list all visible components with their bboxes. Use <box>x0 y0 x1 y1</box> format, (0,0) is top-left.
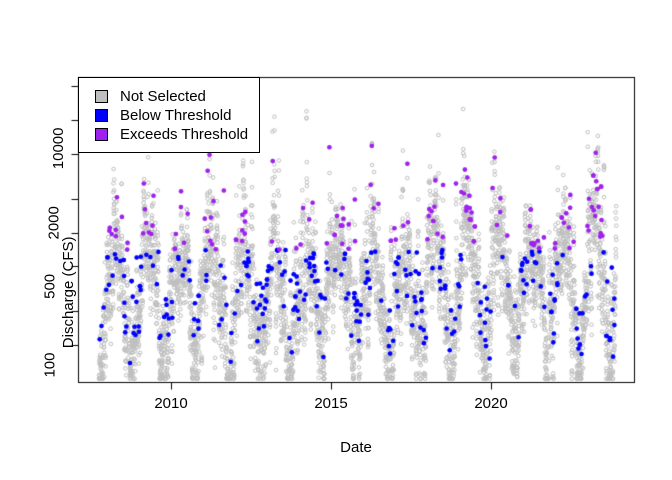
y-tick-label: 10000 <box>49 127 67 170</box>
legend-item-exceeds-threshold: Exceeds Threshold <box>95 125 259 144</box>
legend-swatch-not-selected-icon <box>95 89 108 103</box>
y-axis-title: Discharge (CFS) <box>59 236 77 349</box>
legend-label-below-threshold: Below Threshold <box>120 106 232 124</box>
legend-box: Not Selected Below Threshold Exceeds Thr… <box>78 77 260 153</box>
legend-label-exceeds-threshold: Exceeds Threshold <box>120 125 249 143</box>
legend-swatch-below-threshold-icon <box>95 108 108 122</box>
legend-label-not-selected: Not Selected <box>120 87 206 105</box>
y-tick-label: 2000 <box>45 206 63 240</box>
x-tick-label: 2015 <box>314 395 348 412</box>
y-tick-label: 100 <box>41 352 59 378</box>
legend-item-not-selected: Not Selected <box>95 87 259 106</box>
x-axis-title: Date <box>340 439 372 456</box>
x-tick-label: 2020 <box>474 395 508 412</box>
legend-swatch-exceeds-threshold-icon <box>95 127 108 141</box>
legend-item-below-threshold: Below Threshold <box>95 106 259 125</box>
x-tick-label: 2010 <box>154 395 188 412</box>
y-tick-label: 500 <box>41 273 59 299</box>
